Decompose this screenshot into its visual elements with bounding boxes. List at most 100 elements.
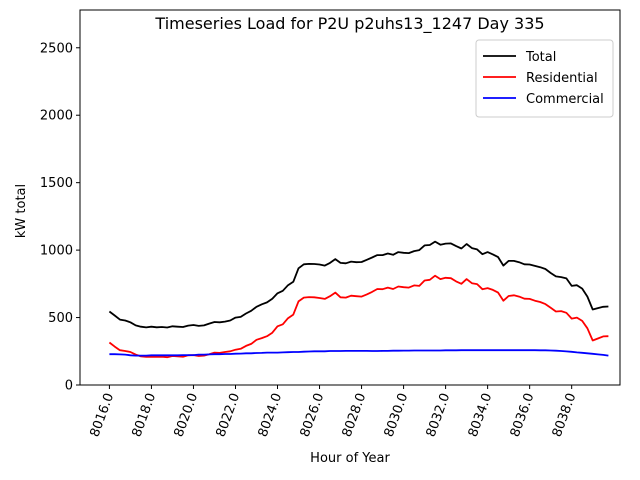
data-point [566, 278, 568, 280]
data-point [413, 350, 415, 352]
data-point [513, 260, 515, 262]
data-point [587, 296, 589, 298]
data-point [287, 351, 289, 353]
data-point [508, 349, 510, 351]
data-point [534, 349, 536, 351]
data-point [592, 353, 594, 355]
data-point [282, 323, 284, 325]
data-point [440, 278, 442, 280]
data-point [602, 354, 604, 356]
data-point [476, 283, 478, 285]
data-point [518, 349, 520, 351]
data-point [135, 355, 137, 357]
data-point [324, 265, 326, 267]
data-point [413, 285, 415, 287]
data-point [555, 350, 557, 352]
data-point [250, 352, 252, 354]
data-point [334, 292, 336, 294]
data-point [208, 354, 210, 356]
data-point [319, 350, 321, 352]
data-point [445, 243, 447, 245]
data-point [350, 350, 352, 352]
data-point [271, 332, 273, 334]
y-tick-label: 500 [48, 311, 73, 326]
data-point [130, 351, 132, 353]
data-point [256, 352, 258, 354]
data-point [350, 295, 352, 297]
data-point [581, 288, 583, 290]
data-point [445, 277, 447, 279]
data-point [329, 295, 331, 297]
data-point [208, 323, 210, 325]
data-point [581, 352, 583, 354]
data-point [161, 326, 163, 328]
data-point [130, 321, 132, 323]
data-point [156, 326, 158, 328]
data-point [172, 325, 174, 327]
data-point [292, 351, 294, 353]
data-point [397, 286, 399, 288]
data-point [256, 339, 258, 341]
data-point [550, 350, 552, 352]
data-point [240, 353, 242, 355]
data-point [466, 243, 468, 245]
data-point [266, 352, 268, 354]
data-point [124, 354, 126, 356]
data-point [571, 285, 573, 287]
legend: Total Residential Commercial [475, 39, 614, 118]
data-point [334, 258, 336, 260]
data-point [214, 352, 216, 354]
data-point [224, 321, 226, 323]
data-point [376, 350, 378, 352]
data-point [177, 326, 179, 328]
series-line-commercial [109, 349, 609, 357]
data-point [161, 354, 163, 356]
data-point [461, 349, 463, 351]
data-point [566, 351, 568, 353]
data-point [245, 313, 247, 315]
data-point [392, 350, 394, 352]
data-point [109, 353, 111, 355]
data-point [182, 356, 184, 358]
data-point [308, 351, 310, 353]
data-point [508, 295, 510, 297]
data-point [513, 294, 515, 296]
data-point [434, 350, 436, 352]
data-point [319, 264, 321, 266]
data-point [224, 353, 226, 355]
data-point [193, 354, 195, 356]
data-point [392, 254, 394, 256]
data-point [403, 286, 405, 288]
data-point [387, 287, 389, 289]
data-point [140, 355, 142, 357]
data-point [503, 265, 505, 267]
data-point [466, 278, 468, 280]
data-point [124, 320, 126, 322]
data-point [492, 349, 494, 351]
data-point [287, 284, 289, 286]
data-point [114, 353, 116, 355]
data-point [560, 310, 562, 312]
data-point [608, 335, 610, 337]
data-point [408, 287, 410, 289]
data-point [529, 264, 531, 266]
legend-label-commercial: Commercial [526, 92, 604, 107]
data-point [119, 319, 121, 321]
data-point [355, 350, 357, 352]
data-point [602, 306, 604, 308]
data-point [429, 244, 431, 246]
data-point [576, 317, 578, 319]
data-point [545, 303, 547, 305]
data-point [282, 352, 284, 354]
data-point [455, 245, 457, 247]
data-point [497, 349, 499, 351]
data-point [130, 354, 132, 356]
data-point [429, 350, 431, 352]
data-point [198, 354, 200, 356]
data-point [471, 282, 473, 284]
data-point [198, 325, 200, 327]
data-point [387, 253, 389, 255]
data-point [471, 349, 473, 351]
data-point [224, 351, 226, 353]
data-point [177, 354, 179, 356]
